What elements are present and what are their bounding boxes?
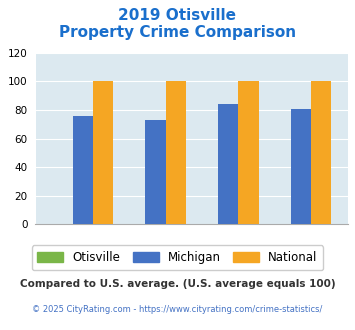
Bar [72,116,93,224]
Bar [93,82,113,224]
Legend: Otisville, Michigan, National: Otisville, Michigan, National [32,245,323,270]
Bar [145,120,165,224]
Text: Compared to U.S. average. (U.S. average equals 100): Compared to U.S. average. (U.S. average … [20,279,335,289]
Text: © 2025 CityRating.com - https://www.cityrating.com/crime-statistics/: © 2025 CityRating.com - https://www.city… [32,305,323,314]
Bar [238,82,258,224]
Text: Property Crime Comparison: Property Crime Comparison [59,25,296,40]
Bar [218,104,238,224]
Text: 2019 Otisville: 2019 Otisville [119,8,236,23]
Bar [311,82,331,224]
Bar [290,109,311,224]
Bar [165,82,186,224]
